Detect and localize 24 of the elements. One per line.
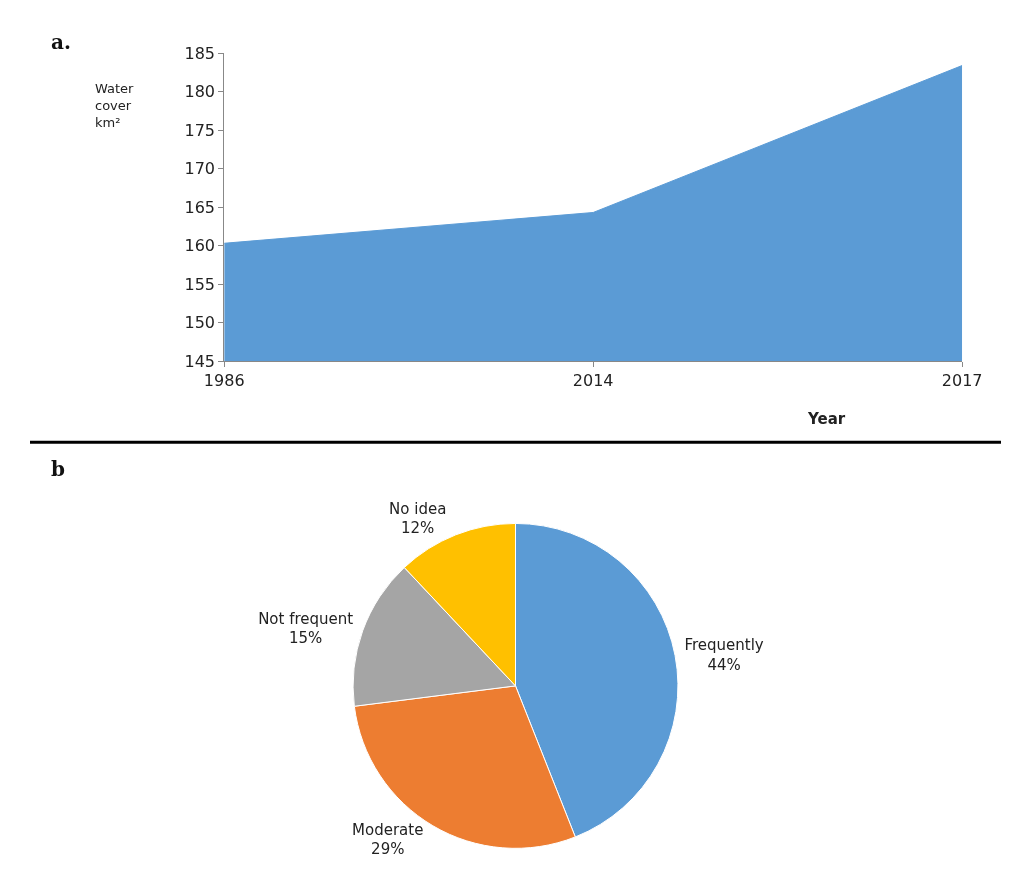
data-label: 44% — [707, 655, 741, 674]
slice-label: No idea — [389, 499, 447, 518]
y-tick-label: 180 — [184, 82, 215, 102]
data-label: 12% — [401, 519, 435, 538]
y-tick-label: 145 — [184, 351, 215, 371]
y-tick-label: 185 — [184, 43, 215, 63]
x-axis-title: Year — [807, 410, 846, 428]
y-tick-label: 170 — [184, 159, 215, 179]
y-tick-label: 175 — [184, 120, 215, 140]
text: a. — [51, 30, 71, 54]
y-axis-title: Water cover km² — [95, 81, 135, 130]
data-label: 15% — [288, 629, 323, 648]
x-tick-label: 2017 — [941, 371, 983, 391]
x-tick-label: 1986 — [203, 371, 245, 391]
y-tick-label: 165 — [184, 197, 215, 217]
y-tick-label: 150 — [184, 313, 215, 333]
slice-label: Moderate — [352, 820, 424, 839]
x-tick-label: 2014 — [572, 371, 614, 391]
data-label: 29% — [371, 840, 405, 859]
text: b — [51, 457, 65, 481]
y-tick-label: 155 — [184, 274, 215, 294]
slice-label: Not frequent — [258, 609, 354, 628]
y-tick-label: 160 — [184, 236, 215, 256]
slice-label: Frequently — [684, 636, 764, 655]
